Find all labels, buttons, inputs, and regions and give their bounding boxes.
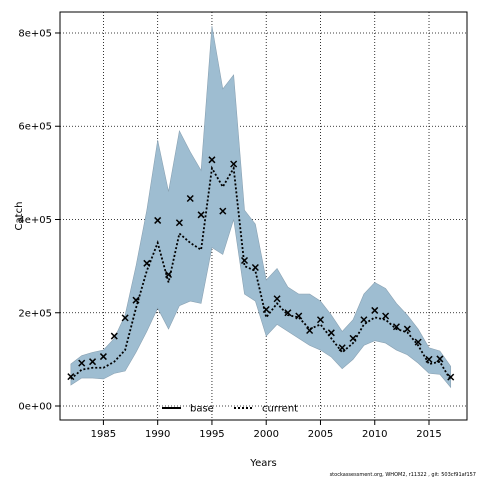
- data-point-marker: [316, 316, 325, 324]
- marker-stroke: [175, 219, 183, 227]
- marker-stroke: [208, 156, 216, 164]
- series-line-current: [70, 165, 452, 381]
- legend-current-label: current: [262, 404, 298, 415]
- y-tick-label: 0e+00: [18, 402, 52, 413]
- data-point-marker: [165, 270, 173, 279]
- y-tick-label: 4e+05: [18, 215, 52, 226]
- data-point-marker: [110, 332, 118, 340]
- confidence-band-area: [70, 25, 452, 389]
- y-tick-label: 6e+05: [18, 122, 52, 133]
- x-tick-label: 1995: [199, 429, 224, 440]
- data-point-marker: [306, 326, 314, 335]
- data-point-marker: [197, 211, 205, 219]
- marker-stroke: [306, 326, 314, 335]
- marker-stroke: [403, 325, 411, 333]
- marker-stroke: [371, 306, 379, 314]
- marker-stroke: [327, 329, 335, 337]
- data-point-marker: [99, 353, 107, 361]
- x-tick-label: 1990: [145, 429, 170, 440]
- marker-stroke: [154, 216, 162, 224]
- data-point-marker: [425, 355, 433, 363]
- marker-stroke: [186, 194, 194, 203]
- x-tick-label: 2000: [253, 429, 278, 440]
- data-point-marker: [403, 325, 411, 333]
- y-axis-title: Catch: [14, 202, 25, 231]
- marker-stroke: [262, 305, 270, 314]
- y-tick-label: 2e+05: [18, 308, 52, 319]
- data-point-marker: [295, 312, 303, 320]
- data-point-marker: [338, 344, 346, 352]
- data-point-marker: [121, 314, 129, 322]
- data-point-marker: [262, 305, 270, 314]
- data-point-marker: [251, 263, 259, 272]
- marker-stroke: [295, 312, 303, 320]
- data-point-marker: [382, 312, 390, 320]
- legend: base current: [162, 404, 298, 415]
- data-point-marker: [154, 216, 162, 224]
- observed-markers: [67, 156, 455, 381]
- marker-stroke: [197, 211, 205, 219]
- data-point-marker: [349, 334, 357, 342]
- data-point-marker: [143, 259, 151, 267]
- data-point-marker: [447, 373, 455, 381]
- footer-credit: stockassessment.org, WHOM2, r11322 , git…: [329, 472, 476, 478]
- marker-stroke: [349, 334, 357, 342]
- data-point-marker: [208, 156, 216, 164]
- x-axis-title: Years: [249, 458, 276, 469]
- marker-stroke: [110, 332, 118, 340]
- marker-stroke: [392, 323, 400, 331]
- data-point-marker: [273, 295, 281, 303]
- marker-stroke: [78, 359, 86, 367]
- data-point-marker: [175, 219, 183, 227]
- marker-stroke: [165, 270, 173, 279]
- marker-stroke: [425, 355, 433, 363]
- data-point-marker: [78, 359, 86, 367]
- series-lines: [70, 165, 452, 381]
- marker-stroke: [230, 160, 238, 168]
- y-axis-ticks: 0e+00 2e+05 4e+05 6e+05 8e+05: [18, 28, 60, 413]
- marker-stroke: [89, 358, 97, 366]
- data-point-marker: [327, 329, 335, 337]
- marker-stroke: [132, 296, 140, 304]
- x-axis-ticks: 1985 1990 1995 2000 2005 2010 2015: [91, 420, 442, 440]
- marker-stroke: [447, 373, 455, 381]
- marker-stroke: [240, 256, 249, 265]
- marker-stroke: [316, 316, 325, 324]
- marker-stroke: [338, 344, 346, 352]
- marker-stroke: [360, 316, 368, 324]
- data-point-marker: [186, 194, 194, 203]
- data-point-marker: [414, 338, 422, 346]
- data-point-marker: [284, 309, 292, 317]
- marker-stroke: [414, 338, 422, 346]
- marker-stroke: [284, 309, 292, 317]
- marker-stroke: [99, 353, 107, 361]
- data-point-marker: [89, 358, 97, 366]
- marker-stroke: [273, 295, 281, 303]
- data-point-marker: [230, 160, 238, 168]
- marker-stroke: [251, 263, 259, 272]
- plot-frame: [59, 11, 468, 421]
- x-tick-label: 2005: [308, 429, 333, 440]
- data-point-marker: [371, 306, 379, 314]
- confidence-band: [70, 25, 452, 389]
- y-tick-label: 8e+05: [18, 28, 52, 39]
- data-point-marker: [436, 355, 444, 363]
- data-point-marker: [360, 316, 368, 324]
- marker-stroke: [67, 373, 75, 381]
- marker-stroke: [382, 312, 390, 320]
- data-point-marker: [67, 373, 75, 381]
- marker-stroke: [143, 259, 151, 267]
- marker-stroke: [121, 314, 129, 322]
- x-tick-label: 2015: [416, 429, 441, 440]
- x-tick-label: 1985: [91, 429, 116, 440]
- marker-stroke: [219, 207, 227, 215]
- data-point-marker: [392, 323, 400, 331]
- data-point-marker: [240, 256, 249, 265]
- x-tick-label: 2010: [362, 429, 387, 440]
- data-point-marker: [132, 296, 140, 304]
- marker-stroke: [436, 355, 444, 363]
- legend-base-label: base: [190, 404, 214, 415]
- data-point-marker: [219, 207, 227, 215]
